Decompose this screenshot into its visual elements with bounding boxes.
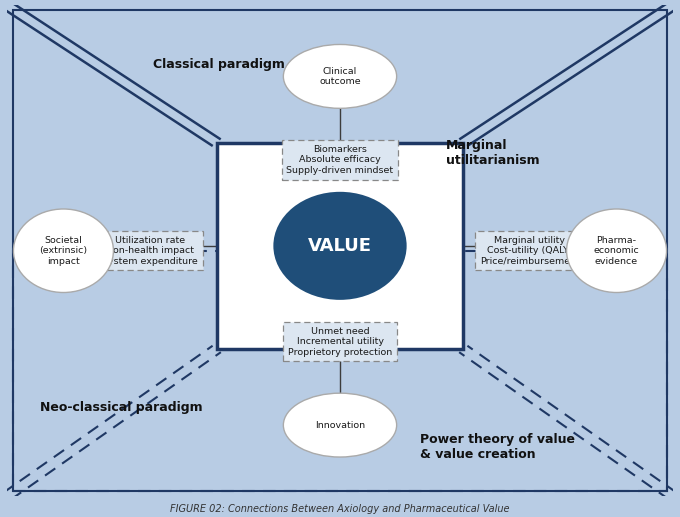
Text: Clinical
outcome: Clinical outcome bbox=[319, 67, 361, 86]
Text: Pharma-
economic
evidence: Pharma- economic evidence bbox=[594, 236, 639, 266]
Text: Neo-classical paradigm: Neo-classical paradigm bbox=[40, 401, 203, 415]
Text: Power theory of value
& value creation: Power theory of value & value creation bbox=[420, 433, 575, 461]
Text: Societal
(extrinsic)
impact: Societal (extrinsic) impact bbox=[39, 236, 88, 266]
Text: Innovation: Innovation bbox=[315, 421, 365, 430]
Ellipse shape bbox=[14, 209, 114, 293]
Bar bbox=[14, 10, 666, 251]
Ellipse shape bbox=[284, 393, 396, 457]
Text: FIGURE 02: Connections Between Axiology and Pharmaceutical Value: FIGURE 02: Connections Between Axiology … bbox=[170, 505, 510, 514]
FancyBboxPatch shape bbox=[217, 143, 463, 349]
Text: Utilization rate
Non-health impact
System expenditure: Utilization rate Non-health impact Syste… bbox=[102, 236, 198, 266]
Ellipse shape bbox=[273, 192, 407, 300]
Text: Unmet need
Incremental utility
Proprietory protection: Unmet need Incremental utility Proprieto… bbox=[288, 327, 392, 357]
Text: Marginal utility
Cost-utility (QALY)
Price/reimbursement: Marginal utility Cost-utility (QALY) Pri… bbox=[480, 236, 580, 266]
Text: Marginal
utilitarianism: Marginal utilitarianism bbox=[446, 139, 540, 166]
Text: Classical paradigm: Classical paradigm bbox=[154, 57, 286, 71]
Text: Biomarkers
Absolute efficacy
Supply-driven mindset: Biomarkers Absolute efficacy Supply-driv… bbox=[286, 145, 394, 175]
Ellipse shape bbox=[284, 44, 396, 109]
Ellipse shape bbox=[566, 209, 666, 293]
Text: VALUE: VALUE bbox=[308, 237, 372, 255]
